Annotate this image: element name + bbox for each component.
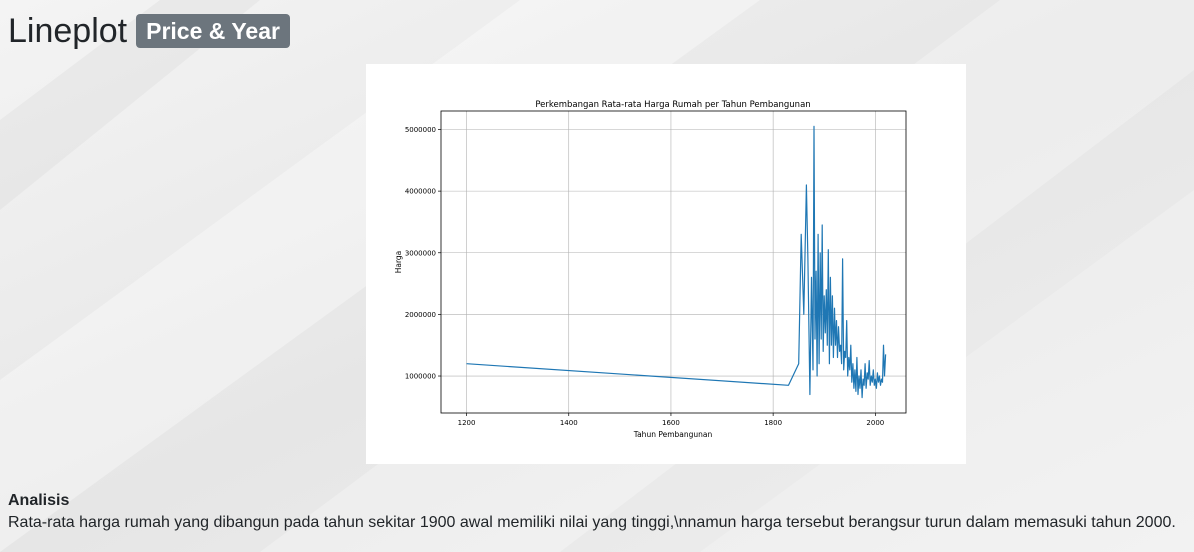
section-badge: Price & Year	[136, 14, 290, 49]
lineplot-chart: 1200 1400 1600 1800 2000 1000000 2000000 300000…	[366, 64, 966, 464]
x-tick-label: 1600	[662, 419, 680, 427]
x-tick-label: 2000	[866, 419, 884, 427]
price-line	[466, 125, 887, 399]
y-tick-label: 5000000	[405, 126, 436, 134]
analysis-section: Analisis Rata-rata harga rumah yang diba…	[8, 492, 1188, 532]
analysis-text: Rata-rata harga rumah yang dibangun pada…	[8, 514, 1176, 531]
chart-background	[366, 64, 966, 464]
y-tick-label: 3000000	[405, 249, 436, 257]
chart-lines	[466, 125, 887, 399]
x-tick-label: 1400	[560, 419, 578, 427]
y-tick-label: 2000000	[405, 311, 436, 319]
chart-title: Perkembangan Rata-rata Harga Rumah per T…	[535, 100, 810, 110]
page-title: Lineplot	[8, 12, 128, 51]
x-tick-label: 1200	[458, 419, 476, 427]
chart-canvas: 1200 1400 1600 1800 2000 1000000 2000000 300000…	[366, 64, 966, 464]
chart-ticks: 1200 1400 1600 1800 2000 1000000 2000000 300000…	[405, 126, 884, 427]
y-axis-label: Harga	[394, 251, 403, 274]
page-heading: Lineplot Price & Year	[8, 12, 290, 51]
x-axis-label: Tahun Pembangunan	[633, 430, 713, 439]
y-tick-label: 4000000	[405, 188, 436, 196]
y-tick-label: 1000000	[405, 373, 436, 381]
analysis-title: Analisis	[8, 492, 70, 509]
plot-frame	[440, 110, 907, 414]
x-tick-label: 1800	[764, 419, 782, 427]
